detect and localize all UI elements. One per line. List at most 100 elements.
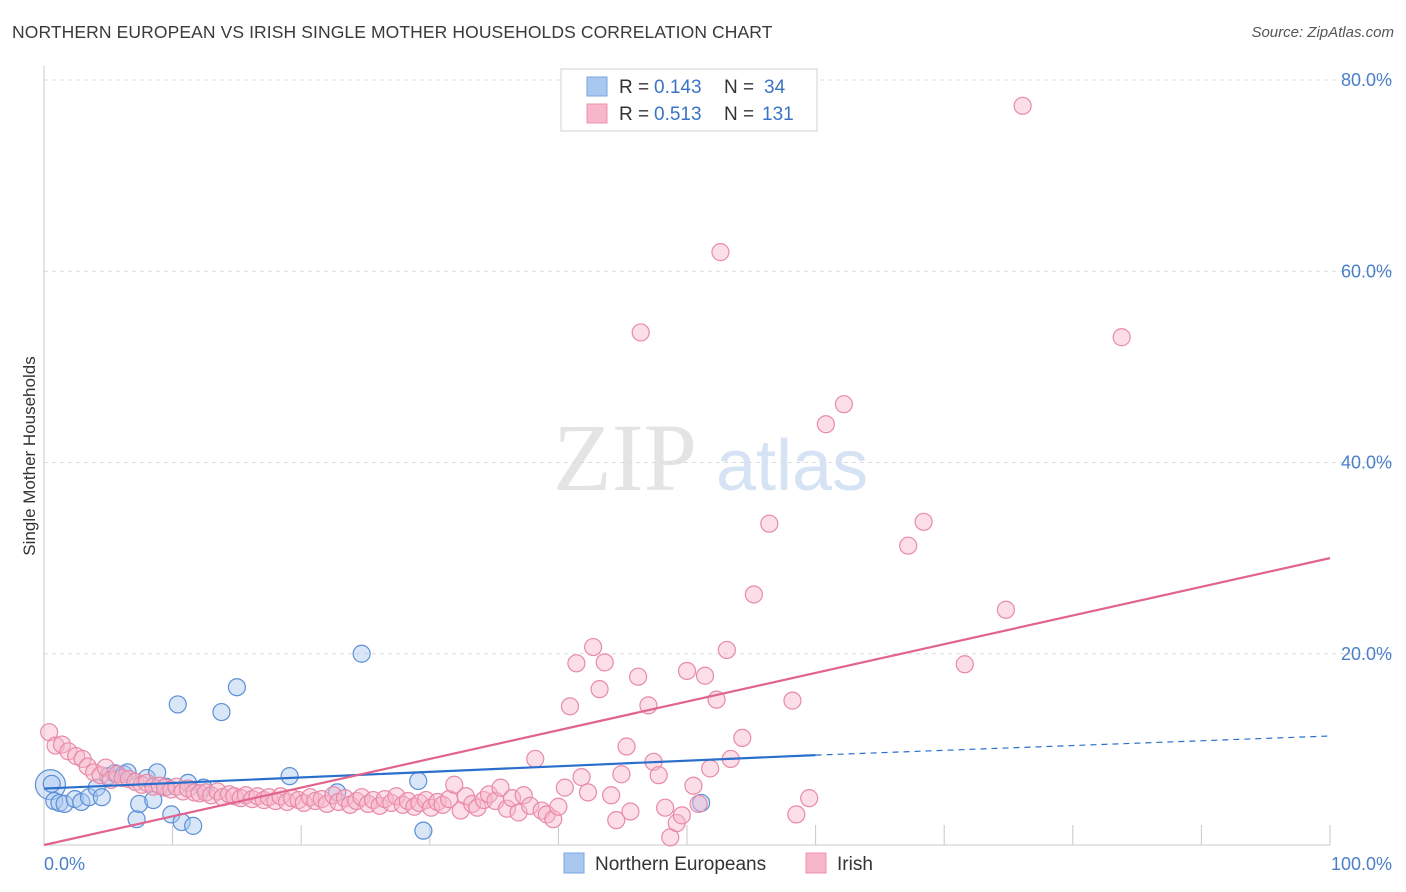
irish-point (717, 640, 736, 660)
irish-point (1112, 328, 1131, 347)
grid-lines (44, 79, 1392, 655)
irish-point (549, 797, 568, 816)
legend-n-value-2: 131 (762, 104, 794, 125)
chart-source: Source: ZipAtlas.com (1251, 24, 1394, 41)
northern-europeans-point (409, 771, 428, 791)
irish-point (760, 514, 779, 533)
irish-point (509, 803, 528, 822)
northern-europeans-point (352, 644, 371, 663)
northern-europeans-point (280, 767, 299, 786)
legend-r-label-1: R = (619, 77, 654, 98)
northern-europeans-point (42, 774, 61, 793)
irish-point (617, 737, 636, 756)
irish-point (584, 637, 603, 657)
series-legend-label-northern-europeans: Northern Europeans (595, 854, 766, 875)
irish-point (701, 759, 720, 778)
legend-n-label-2: N = (724, 104, 759, 125)
legend-r-value-2: 0.513 (654, 104, 702, 125)
irish-point (684, 776, 703, 795)
irish-point (479, 785, 499, 804)
data-points (34, 96, 1131, 847)
irish-point (555, 778, 574, 797)
irish-point (352, 788, 371, 807)
irish-point (190, 784, 209, 803)
tick-labels: 20.0% 40.0% 60.0% 80.0% 0.0% 100.0% (44, 70, 1392, 874)
series-legend-label-irish: Irish (837, 854, 873, 875)
series-legend: Northern Europeans Irish (563, 852, 873, 875)
irish-trend-line (43, 557, 1331, 847)
irish-point (677, 661, 697, 681)
y-tick-label: 40.0% (1341, 453, 1392, 473)
irish-point (834, 395, 853, 414)
irish-point (711, 243, 730, 262)
northern-europeans-point (212, 702, 231, 722)
x-tick-label: 100.0% (1331, 854, 1392, 874)
legend-n-label-1: N = (724, 77, 759, 98)
irish-point (578, 783, 598, 802)
irish-point (914, 512, 933, 531)
irish-point (491, 778, 510, 797)
irish-point (631, 323, 650, 342)
axes (43, 66, 1331, 846)
y-axis-title: Single Mother Households (20, 356, 39, 555)
irish-point (733, 728, 752, 748)
irish-point (629, 667, 648, 686)
irish-point (955, 655, 974, 674)
northern-europeans-point (227, 678, 246, 697)
northern-europeans-point (184, 816, 203, 835)
irish-point (208, 782, 227, 801)
irish-point (1013, 96, 1032, 115)
northern-europeans-trend-line (43, 754, 816, 790)
irish-point (695, 666, 715, 685)
irish-point (52, 735, 72, 754)
irish-point (497, 799, 517, 818)
legend-n-value-1: 34 (764, 77, 786, 98)
irish-point (656, 798, 675, 817)
northern-europeans-point (50, 793, 69, 813)
irish-point (595, 653, 614, 672)
chart-title: NORTHERN EUROPEAN VS IRISH SINGLE MOTHER… (12, 22, 773, 42)
irish-point (899, 536, 918, 555)
legend-r-label-2: R = (619, 104, 654, 125)
irish-point (800, 789, 819, 808)
irish-point (816, 415, 835, 434)
irish-point (428, 792, 447, 812)
irish-point (607, 811, 626, 830)
x-tick-label: 0.0% (44, 854, 85, 874)
watermark-atlas: atlas (716, 426, 868, 506)
irish-point (621, 802, 640, 821)
irish-point (590, 680, 609, 699)
legend-swatch-northern-europeans (586, 76, 608, 97)
irish-point (445, 775, 464, 794)
y-tick-label: 20.0% (1341, 644, 1392, 664)
irish-point (567, 654, 586, 673)
irish-point (672, 806, 691, 825)
irish-point (996, 600, 1016, 619)
irish-point (612, 765, 631, 784)
irish-point (526, 749, 545, 769)
northern-europeans-point (130, 794, 149, 813)
y-tick-label: 60.0% (1341, 261, 1392, 281)
irish-point (783, 691, 802, 710)
northern-europeans-point (92, 788, 111, 807)
legend-r-value-1: 0.143 (654, 77, 702, 98)
irish-point (572, 768, 591, 787)
irish-point (787, 805, 806, 824)
irish-point (560, 697, 580, 716)
stats-legend: R = 0.143 N = 34 R = 0.513 N = 131 (560, 68, 818, 132)
trend-lines (43, 557, 1331, 847)
y-tick-label: 80.0% (1341, 70, 1392, 90)
irish-point (514, 786, 533, 805)
series-legend-swatch-northern-europeans (563, 852, 585, 874)
legend-swatch-irish (586, 103, 608, 124)
northern-europeans-point (414, 821, 433, 840)
irish-point (649, 766, 668, 785)
irish-point (306, 791, 325, 811)
northern-europeans-point (79, 788, 99, 807)
series-legend-swatch-irish (805, 852, 827, 874)
northern-europeans-trend-line-extension (815, 735, 1331, 756)
watermark-zip: ZIP (553, 404, 697, 511)
northern-europeans-point (168, 695, 187, 714)
irish-point (602, 786, 621, 805)
